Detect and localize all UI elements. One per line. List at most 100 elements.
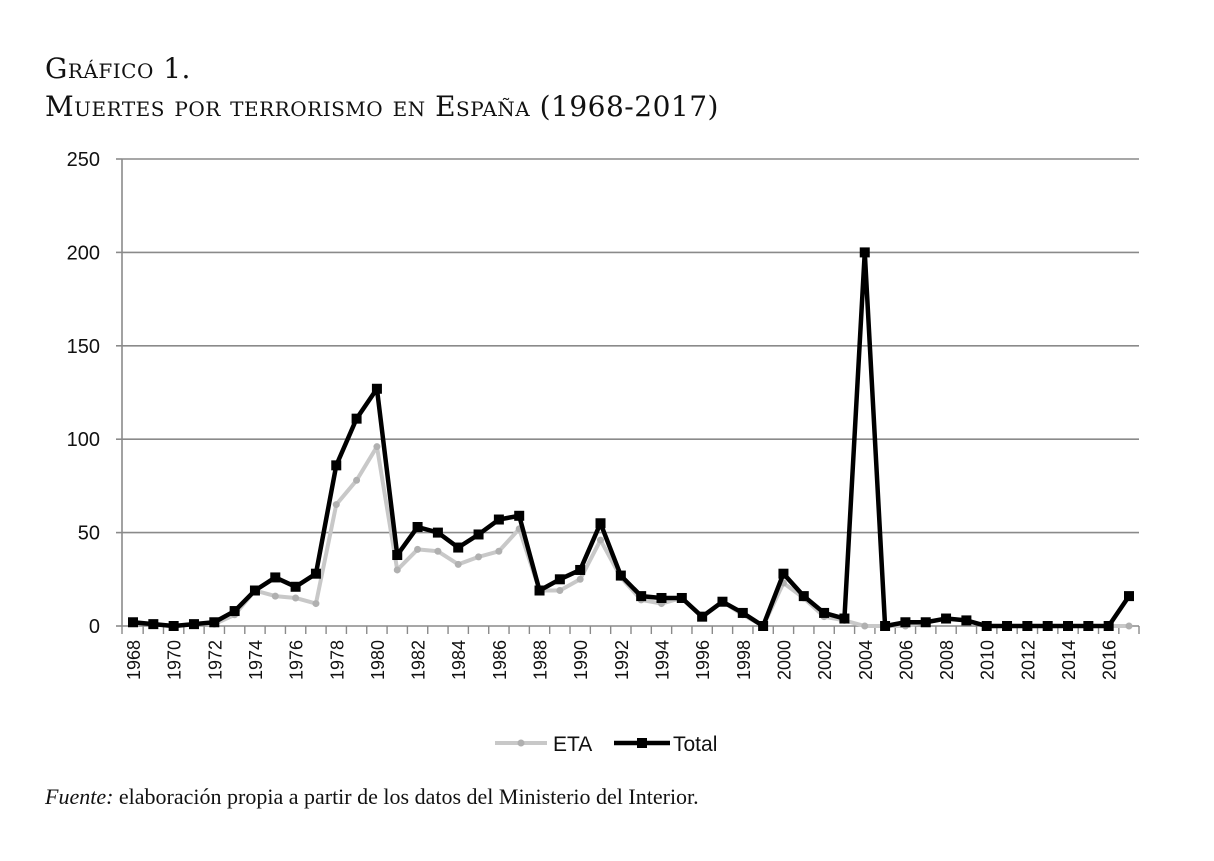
point-total [554, 574, 565, 585]
point-eta [414, 545, 422, 553]
point-total [941, 613, 952, 624]
point-eta [393, 566, 401, 574]
y-tick-label: 50 [78, 523, 100, 545]
x-tick-label: 2016 [1100, 640, 1120, 680]
legend-marker-eta [517, 739, 525, 747]
x-tick-label: 1990 [571, 640, 591, 680]
x-tick-label: 1968 [124, 640, 144, 680]
y-tick-label: 0 [89, 616, 100, 638]
point-total [331, 460, 342, 471]
x-axis-ticks: 1968 1970 1972 1974 1976 1978 1980 1982 1984 1986… [121, 626, 1140, 680]
point-eta [271, 592, 279, 600]
legend-label-total: Total [673, 733, 717, 756]
source-note: Fuente: elaboración propia a partir de l… [45, 784, 699, 810]
legend-marker-total [637, 738, 647, 748]
point-eta [373, 443, 381, 451]
point-eta [353, 476, 361, 484]
point-total [636, 591, 647, 602]
x-tick-label: 2014 [1059, 640, 1079, 680]
point-total [697, 611, 708, 622]
point-total [371, 383, 382, 394]
point-eta [454, 560, 462, 568]
point-total [758, 621, 769, 631]
x-tick-label: 1986 [490, 640, 510, 680]
point-total [676, 592, 687, 603]
point-total [270, 572, 281, 583]
point-eta [1125, 622, 1133, 630]
x-tick-label: 1988 [531, 640, 551, 680]
point-total [128, 617, 138, 628]
series-layer [128, 247, 1134, 631]
source-text: elaboración propia a partir de los datos… [118, 784, 699, 809]
point-total [351, 413, 362, 424]
x-tick-label: 1994 [652, 640, 672, 680]
point-total [514, 510, 525, 521]
point-total [717, 596, 728, 607]
point-total [819, 607, 830, 618]
point-total [920, 617, 931, 628]
point-total [1063, 621, 1074, 631]
legend: ETA Total [495, 733, 717, 756]
point-total [1022, 621, 1033, 631]
point-total [839, 613, 850, 624]
point-total [656, 592, 667, 603]
point-total [188, 619, 199, 630]
y-tick-label: 250 [67, 149, 100, 171]
x-tick-label: 2004 [856, 640, 876, 680]
x-tick-label: 2012 [1018, 640, 1038, 680]
x-tick-label: 2000 [774, 640, 794, 680]
point-eta [434, 547, 442, 555]
point-total [1083, 621, 1094, 631]
point-total [1042, 621, 1053, 631]
point-total [880, 621, 891, 631]
point-total [1002, 621, 1013, 631]
point-total [493, 514, 504, 525]
point-total [168, 621, 179, 631]
point-total [249, 585, 260, 596]
point-total [1124, 591, 1134, 602]
legend-label-eta: ETA [553, 733, 592, 756]
x-tick-label: 1972 [205, 640, 225, 680]
point-total [209, 617, 220, 628]
figure-title: Muertes por terrorismo en España (1968-2… [45, 90, 719, 123]
point-total [859, 247, 870, 258]
x-tick-label: 1976 [287, 640, 307, 680]
point-eta [556, 587, 564, 595]
point-total [981, 621, 992, 631]
point-eta [292, 594, 300, 602]
grid-lines [122, 158, 1139, 534]
point-total [798, 591, 809, 602]
x-tick-label: 1998 [734, 640, 754, 680]
point-total [615, 570, 626, 581]
x-tick-label: 1974 [246, 640, 266, 680]
point-total [737, 607, 748, 618]
y-tick-label: 100 [67, 429, 100, 451]
point-total [1103, 621, 1114, 631]
point-total [961, 615, 972, 626]
x-tick-label: 2008 [937, 640, 957, 680]
point-total [290, 581, 301, 592]
y-tick-label: 150 [67, 336, 100, 358]
point-total [900, 617, 911, 628]
x-tick-label: 1970 [165, 640, 185, 680]
point-total [432, 527, 443, 538]
x-tick-label: 2002 [815, 640, 835, 680]
x-tick-label: 1992 [612, 640, 632, 680]
point-eta [597, 536, 605, 544]
point-total [148, 619, 159, 630]
y-axis-ticks: 0 50 100 150 200 250 [67, 149, 122, 638]
y-tick-label: 200 [67, 242, 100, 264]
point-eta [312, 600, 320, 608]
point-eta [576, 575, 584, 583]
point-eta [861, 622, 869, 630]
point-total [778, 568, 789, 579]
series-line-eta [132, 444, 1129, 628]
point-eta [332, 501, 340, 509]
point-total [473, 529, 484, 540]
x-tick-label: 1978 [327, 640, 347, 680]
x-tick-label: 1982 [409, 640, 429, 680]
point-total [412, 521, 423, 532]
point-total [392, 550, 403, 561]
x-tick-label: 1996 [693, 640, 713, 680]
point-total [575, 564, 586, 575]
